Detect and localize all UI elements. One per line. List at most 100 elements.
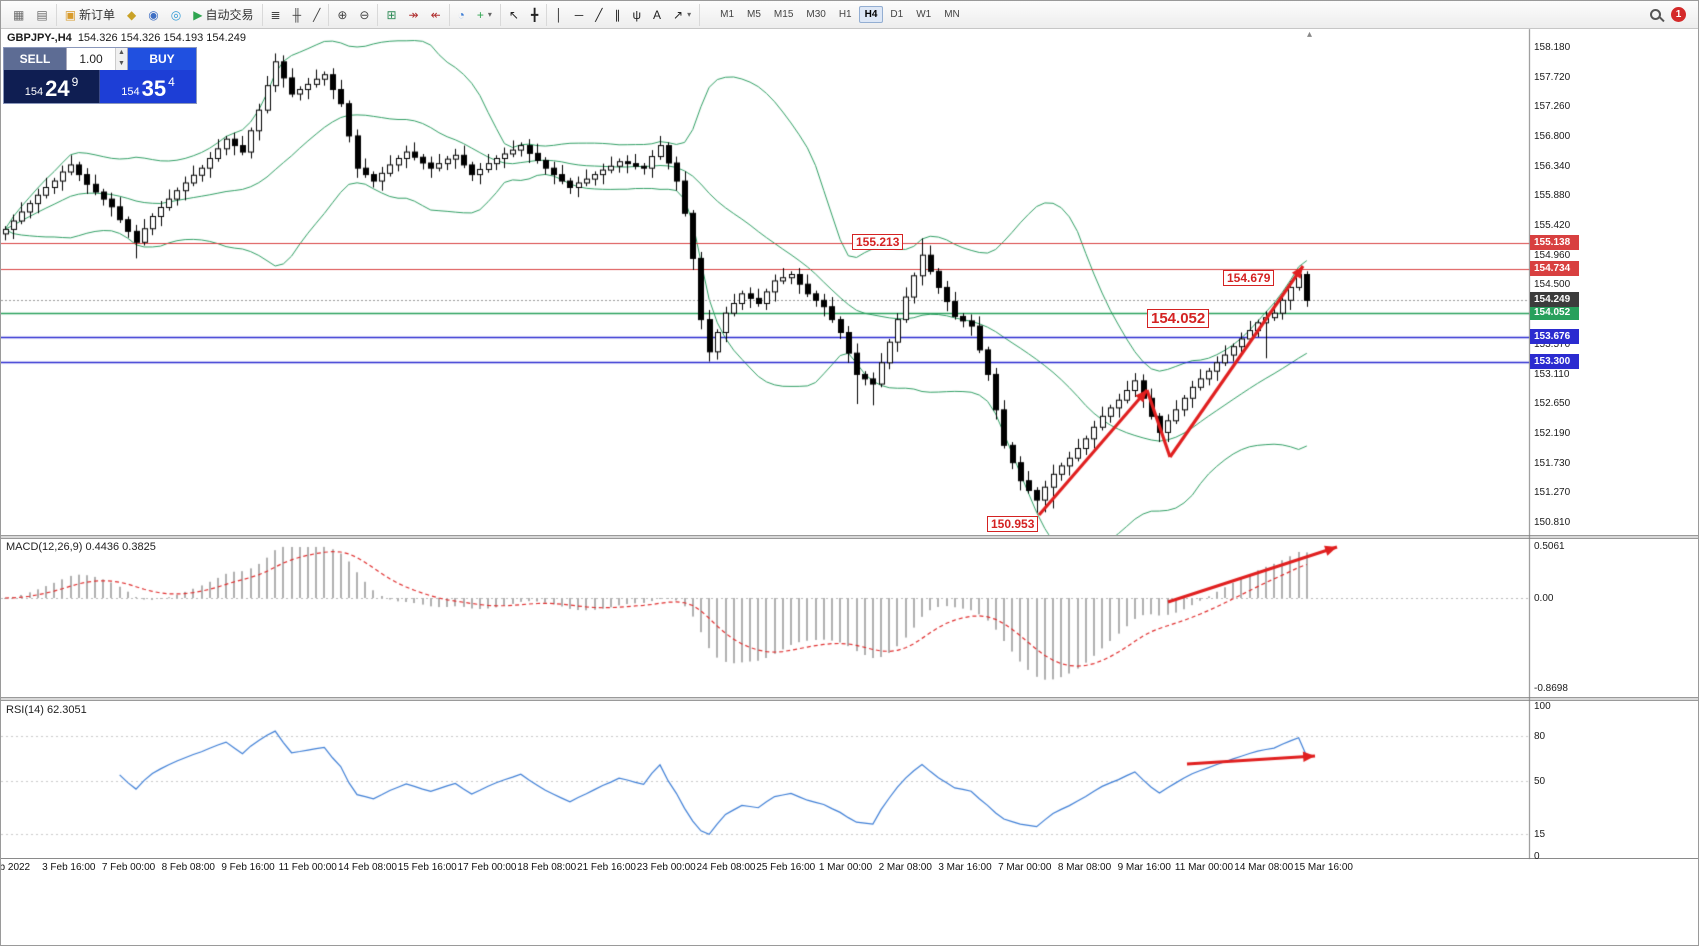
zoom-out-icon-glyph: ⊖ <box>359 7 370 22</box>
community-icon[interactable]: ◎ <box>166 6 186 24</box>
cursor-icon[interactable]: ↖ <box>504 6 524 24</box>
price-tag: 153.300 <box>1530 353 1579 369</box>
price-annotation[interactable]: 154.679 <box>1223 270 1275 286</box>
time-tick: 24 Feb 08:00 <box>696 862 756 873</box>
candlestick-chart-icon[interactable]: ╫ <box>288 6 307 24</box>
time-tick: 2 Mar 08:00 <box>878 862 932 873</box>
time-tick: 23 Feb 00:00 <box>636 862 696 873</box>
mql-wizard-icon-glyph: ◆ <box>127 7 137 22</box>
auto-scroll-icon-glyph: ↠ <box>408 7 419 22</box>
volume-up-button[interactable]: ▲ <box>116 48 127 59</box>
macd-tick: 0.00 <box>1534 593 1554 604</box>
auto-scroll-icon[interactable]: ↠ <box>404 6 424 24</box>
time-tick: 3 Mar 16:00 <box>938 862 992 873</box>
vertical-line-icon[interactable]: │ <box>550 6 568 24</box>
time-tick: 15 Feb 16:00 <box>397 862 457 873</box>
time-tick: 3 Feb 16:00 <box>42 862 96 873</box>
price-tick: 156.800 <box>1534 130 1571 142</box>
channel-icon[interactable]: ∥ <box>609 6 625 24</box>
sell-price-sup: 9 <box>71 75 79 89</box>
buy-button[interactable]: BUY <box>128 48 196 70</box>
buy-price-prefix: 154 <box>121 86 140 98</box>
trendline-icon[interactable]: ╱ <box>590 6 607 24</box>
charts-grid-icon[interactable]: ▦ <box>8 6 29 24</box>
time-tick: 8 Mar 08:00 <box>1057 862 1112 873</box>
timeframe-m1[interactable]: M1 <box>720 9 735 20</box>
macd-label: MACD(12,26,9) 0.4436 0.3825 <box>6 541 156 553</box>
strategy-tester-icon[interactable]: ◔ <box>453 6 470 24</box>
auto-trading-button[interactable]: ▶ 自动交易 <box>188 4 258 25</box>
mql-wizard-icon[interactable]: ◆ <box>122 6 141 24</box>
price-tag: 154.052 <box>1530 305 1579 321</box>
price-tag: 154.249 <box>1530 292 1579 308</box>
sell-price-display[interactable]: 154 24 9 <box>4 70 100 103</box>
macd-tick: 0.5061 <box>1534 540 1565 552</box>
bar-chart-icon-glyph: ≣ <box>270 7 281 22</box>
tile-windows-icon[interactable]: ⊞ <box>381 6 401 24</box>
timeframe-mn[interactable]: MN <box>944 9 960 20</box>
timeframe-m30[interactable]: M30 <box>806 9 826 20</box>
fibonacci-icon[interactable]: ψ <box>627 6 646 24</box>
bar-chart-icon[interactable]: ≣ <box>266 6 286 24</box>
macd-tick: -0.8698 <box>1534 682 1568 694</box>
price-tick: 156.340 <box>1534 160 1571 172</box>
line-chart-icon[interactable]: ╱ <box>308 6 325 24</box>
toolbar-group: ▣ 新订单 ◆ ◉ ◎ ▶ 自动交易 <box>57 3 263 26</box>
new-chart-icon-glyph: ▤ <box>36 7 48 22</box>
price-tick: 155.420 <box>1534 219 1571 231</box>
price-tick: 154.500 <box>1534 279 1571 291</box>
vertical-line-icon-glyph: │ <box>555 7 563 22</box>
zoom-out-icon[interactable]: ⊖ <box>354 6 374 24</box>
rsi-tick: 15 <box>1534 828 1546 840</box>
notifications-badge[interactable]: 1 <box>1671 7 1686 22</box>
new-order-button[interactable]: ▣ 新订单 <box>60 4 120 25</box>
chevron-down-icon: ▾ <box>687 10 692 19</box>
timeframe-h4[interactable]: H4 <box>858 6 884 23</box>
timeframe-m5[interactable]: M5 <box>747 9 761 20</box>
indicators-list-icon[interactable]: + ▾ <box>472 6 497 24</box>
price-tick: 150.810 <box>1534 516 1571 528</box>
text-icon[interactable]: A <box>648 6 666 24</box>
time-tick: 21 Feb 16:00 <box>577 862 636 873</box>
price-tick: 151.270 <box>1534 487 1571 499</box>
profile-icon[interactable]: ◉ <box>143 6 163 24</box>
fibonacci-icon-glyph: ψ <box>632 7 642 22</box>
volume-down-button[interactable]: ▼ <box>116 59 127 70</box>
price-annotation[interactable]: 150.953 <box>987 516 1039 532</box>
time-tick: 9 Feb 16:00 <box>221 862 275 873</box>
chart-shift-icon[interactable]: ↞ <box>426 6 446 24</box>
timeframe-m15[interactable]: M15 <box>773 9 794 20</box>
time-tick: 18 Feb 08:00 <box>517 862 577 873</box>
buy-price-display[interactable]: 154 35 4 <box>100 70 196 103</box>
arrows-icon[interactable]: ↗ ▾ <box>668 6 696 24</box>
buy-price-big: 35 <box>141 76 167 101</box>
buy-price-sup: 4 <box>168 75 175 89</box>
toolbar-right: 1 <box>1650 7 1694 22</box>
price-annotation[interactable]: 155.213 <box>852 234 904 250</box>
price-tick: 154.960 <box>1534 249 1571 261</box>
price-annotation[interactable]: 154.052 <box>1147 309 1210 328</box>
price-tick: 157.720 <box>1534 71 1571 83</box>
search-icon[interactable] <box>1650 9 1661 20</box>
profile-icon-glyph: ◉ <box>148 7 159 22</box>
time-tick: 7 Feb 00:00 <box>101 862 156 873</box>
cursor-icon-glyph: ↖ <box>508 7 519 22</box>
chart-shift-marker[interactable]: ▴ <box>1307 29 1313 40</box>
time-tick: 15 Mar 16:00 <box>1294 862 1353 873</box>
timeframe-h1[interactable]: H1 <box>838 9 852 20</box>
zoom-in-icon[interactable]: ⊕ <box>332 6 352 24</box>
toolbar-group: │ ─ ╱ ∥ ψ A ↗ ▾ <box>547 3 701 26</box>
volume-input[interactable] <box>67 48 115 70</box>
sell-price-prefix: 154 <box>24 86 44 98</box>
horizontal-line-icon[interactable]: ─ <box>570 6 589 24</box>
zoom-in-icon-glyph: ⊕ <box>337 7 348 22</box>
new-order-button-label: 新订单 <box>79 8 116 22</box>
timeframe-d1[interactable]: D1 <box>890 9 904 20</box>
indicators-list-icon-glyph: + <box>476 7 484 22</box>
crosshair-icon[interactable]: ╋ <box>526 6 543 24</box>
sell-button[interactable]: SELL <box>4 48 66 70</box>
timeframe-w1[interactable]: W1 <box>916 9 932 20</box>
new-chart-icon[interactable]: ▤ <box>31 6 52 24</box>
